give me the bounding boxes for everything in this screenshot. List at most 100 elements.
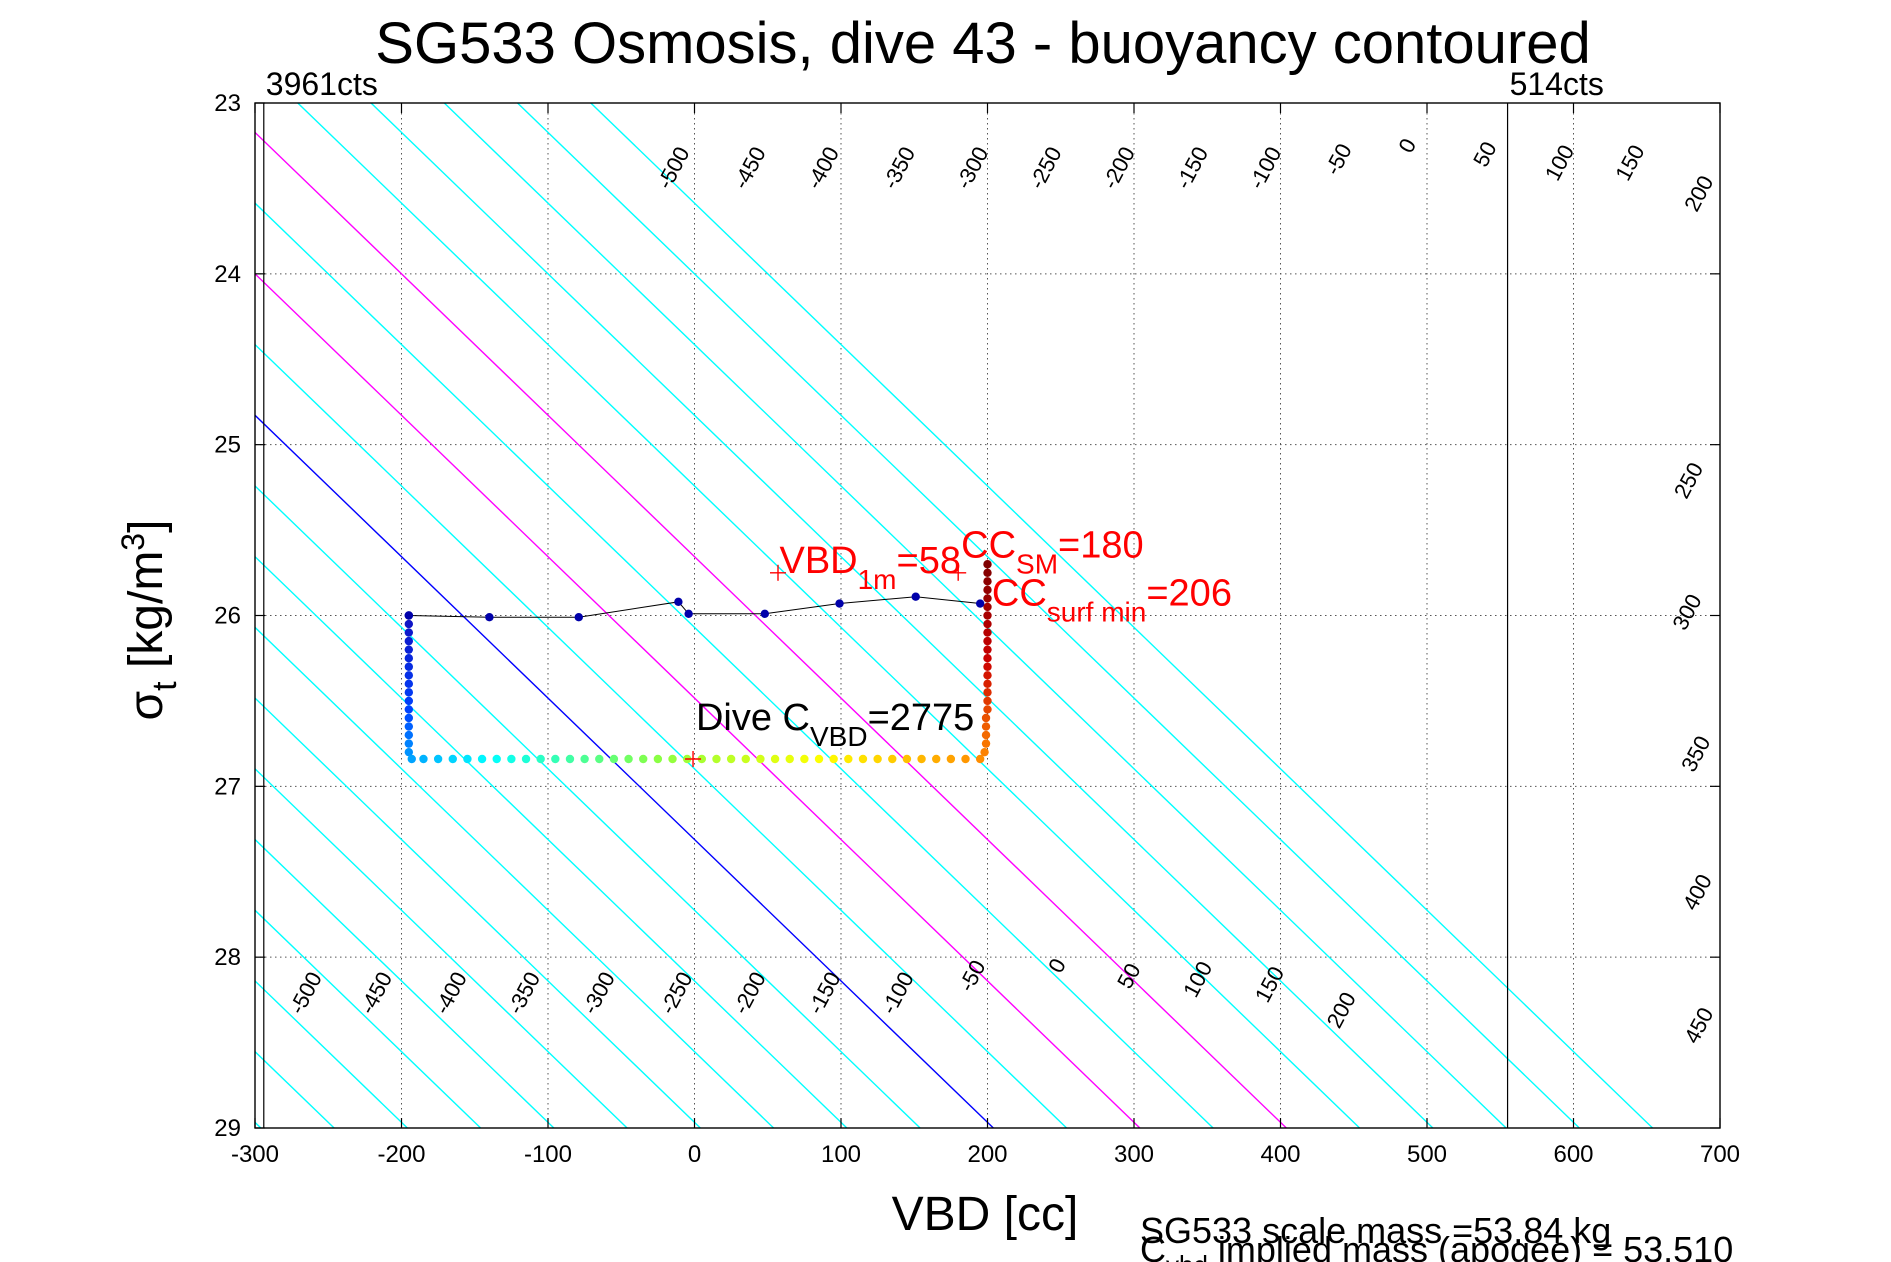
footer-scale-mass: SG533 scale mass =53.84 kg <box>1140 1210 1611 1251</box>
dive-trace-point <box>433 754 443 764</box>
x-tick-label: 100 <box>821 1141 861 1168</box>
dive-trace-point <box>983 662 992 671</box>
dive-trace-point <box>983 585 992 595</box>
contour-line <box>255 767 628 1128</box>
dive-trace-point <box>975 754 985 764</box>
contour-line <box>255 343 1068 1128</box>
x-tick-label: -300 <box>231 1141 279 1168</box>
contour-line <box>255 202 1214 1128</box>
chart-title: SG533 Osmosis, dive 43 - buoyancy contou… <box>375 11 1590 76</box>
surface-track-point <box>404 611 414 620</box>
dive-trace-point <box>492 754 501 764</box>
y-tick-label: 27 <box>214 773 241 800</box>
annotation-main: VBD <box>779 540 857 582</box>
contour-line <box>255 272 1141 1128</box>
dive-trace-point <box>404 679 414 689</box>
dive-trace-point <box>981 713 991 723</box>
dive-trace-point <box>983 611 992 620</box>
dive-trace-point <box>595 754 604 764</box>
y-axis-label-subscript: t <box>146 681 184 691</box>
limit-label: 514cts <box>1510 66 1604 102</box>
annotation: CCsurf min=206 <box>992 572 1232 627</box>
x-tick-label: 400 <box>1260 1141 1300 1168</box>
dive-trace-point <box>770 754 780 764</box>
dive-trace-point <box>814 754 824 764</box>
dive-trace-point <box>565 754 575 764</box>
surface-track-point <box>485 613 494 622</box>
surface-track-point <box>911 592 920 601</box>
surface-track-point <box>684 609 693 618</box>
dive-trace-point <box>404 739 414 748</box>
y-axis-label-symbol: σ <box>120 691 173 721</box>
dive-trace-point <box>404 662 414 671</box>
dive-trace-point <box>741 754 750 764</box>
dive-trace-point <box>902 754 912 764</box>
dive-trace-point <box>946 754 956 764</box>
annotation-sub: SM <box>1016 548 1058 579</box>
dive-trace-point <box>609 754 619 764</box>
dive-trace-point <box>624 754 633 764</box>
x-axis-ticks: -300 -200 -100 0 100 200 300 400 500 600 700 <box>231 103 1740 1168</box>
dive-trace-point <box>983 619 992 629</box>
dive-trace-point <box>829 754 838 764</box>
y-tick-label: 24 <box>214 261 241 288</box>
y-axis-label-superscript: 3 <box>115 533 151 551</box>
dive-trace-point <box>404 688 414 697</box>
x-tick-label: -200 <box>377 1141 425 1168</box>
dive-trace-point <box>507 754 516 764</box>
surface-track-point <box>975 599 985 608</box>
y-axis-label-close: ] <box>120 520 173 533</box>
dive-trace <box>404 560 992 764</box>
x-tick-label: -100 <box>524 1141 572 1168</box>
dive-trace-point <box>844 754 853 764</box>
x-tick-label: 700 <box>1700 1141 1740 1168</box>
dive-trace-point <box>961 754 970 764</box>
contour-line <box>255 131 1287 1128</box>
y-tick-label: 25 <box>214 432 241 459</box>
annotation-main: CC <box>992 572 1047 614</box>
dive-trace-point <box>981 722 991 731</box>
dive-trace-point <box>404 671 414 680</box>
dive-trace-point <box>653 754 663 764</box>
dive-trace-point <box>404 645 414 654</box>
contour-line <box>370 103 1434 1128</box>
dive-trace-point <box>404 654 414 663</box>
dive-trace-point <box>668 754 677 764</box>
markers <box>685 564 967 767</box>
x-tick-label: 300 <box>1114 1141 1154 1168</box>
annotation: VBD1m=58 <box>779 540 961 595</box>
footer-implied-mass-symbol: C <box>1140 1229 1166 1262</box>
footer-implied-mass: Cvbd implied mass (apogee) = 53.510 <box>1140 1229 1733 1262</box>
contour-line <box>255 414 994 1128</box>
contour-line <box>443 103 1507 1128</box>
dive-trace-point <box>407 754 416 764</box>
dive-trace-point <box>983 679 992 689</box>
dive-trace-point <box>873 754 882 764</box>
dive-trace-point <box>712 754 721 764</box>
y-tick-label: 26 <box>214 603 241 630</box>
contour-line <box>517 103 1580 1128</box>
contour-line <box>255 909 482 1128</box>
dive-trace-point <box>404 628 414 637</box>
dive-trace-point <box>726 754 736 764</box>
x-tick-label: 200 <box>967 1141 1007 1168</box>
y-tick-label: 23 <box>214 90 241 117</box>
dive-trace-point <box>404 730 414 740</box>
y-tick-label: 28 <box>214 944 241 971</box>
contour-line <box>255 484 921 1128</box>
dive-trace-point <box>983 645 992 654</box>
y-tick-label: 29 <box>214 1115 241 1142</box>
dive-trace-point <box>404 619 414 629</box>
dive-trace-point <box>983 602 992 612</box>
dive-trace-point <box>800 754 809 764</box>
dive-trace-point <box>551 754 560 764</box>
dive-trace-point <box>983 560 992 569</box>
dive-trace-point <box>983 671 992 680</box>
dive-trace-point <box>888 754 897 764</box>
surface-track-point <box>674 597 683 607</box>
x-axis-label: VBD [cc] <box>892 1188 1079 1241</box>
surface-track-point <box>835 599 844 608</box>
annotation-tail: =2775 <box>868 697 975 739</box>
